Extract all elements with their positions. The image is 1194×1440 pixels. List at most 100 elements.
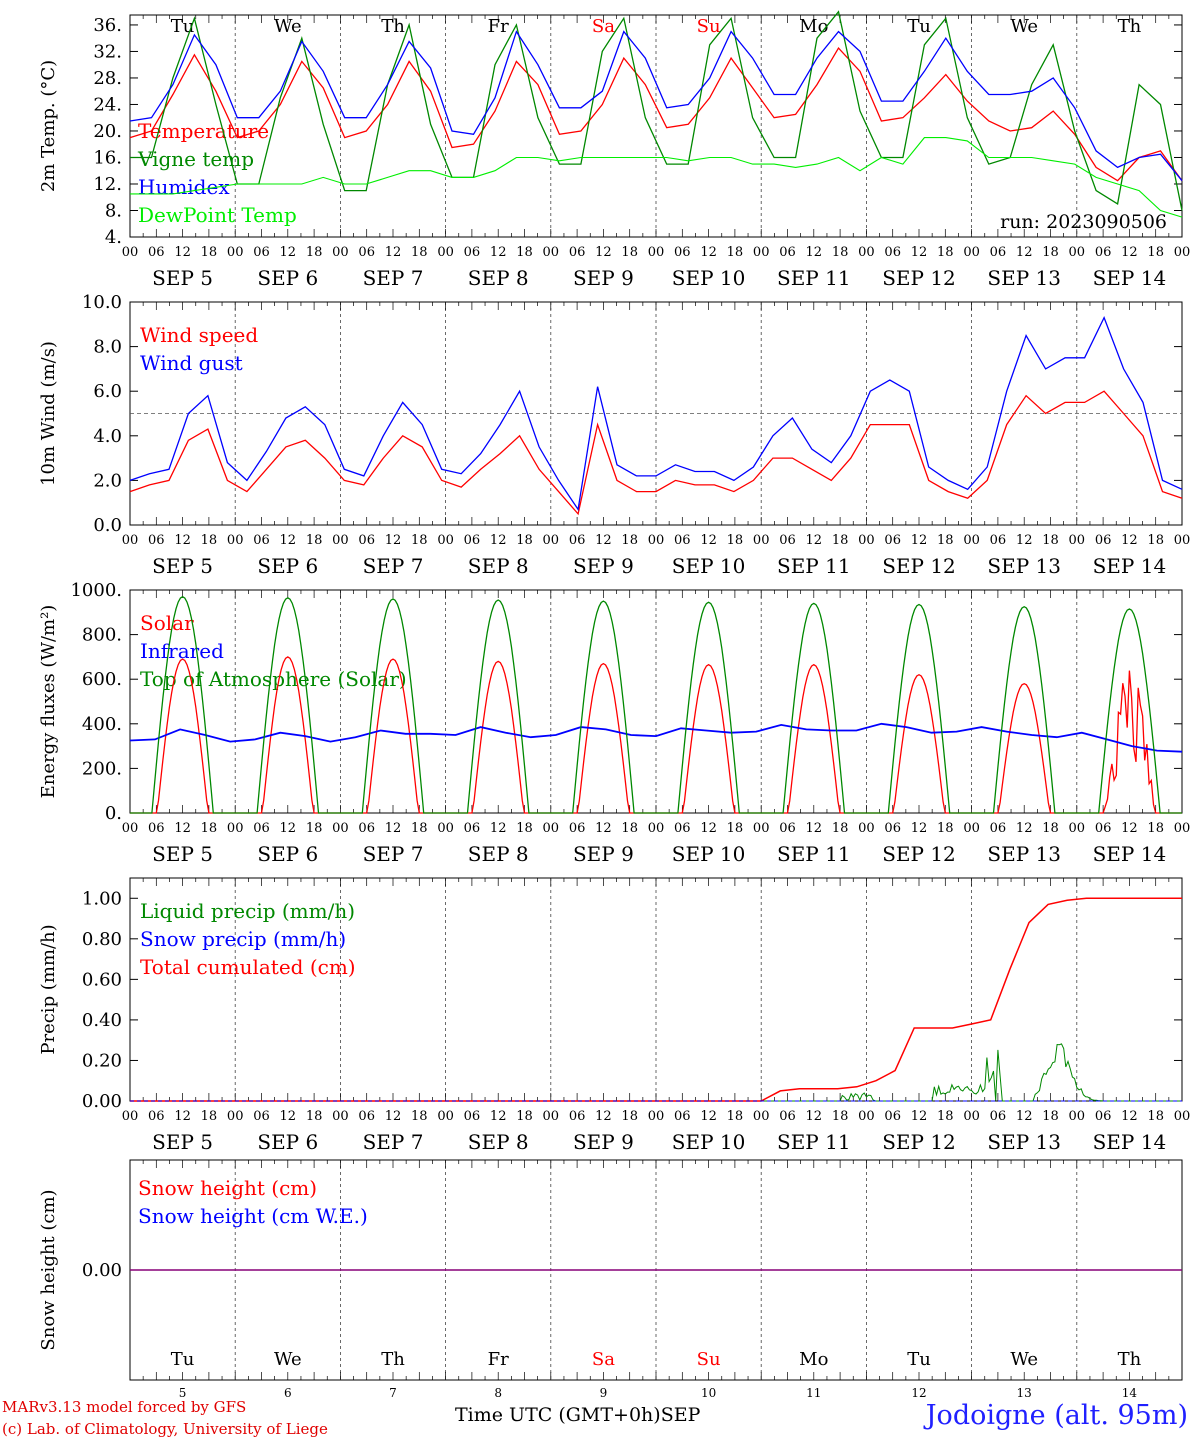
hour-label: 06: [674, 245, 691, 260]
legend-entry: Snow precip (mm/h): [140, 927, 346, 951]
y-tick-label: 800.: [82, 625, 122, 646]
hour-label: 18: [306, 821, 323, 836]
date-label: SEP 7: [363, 554, 424, 578]
hour-label: 06: [779, 533, 796, 548]
hour-label: 18: [727, 533, 744, 548]
hour-label: 00: [648, 1109, 665, 1124]
hour-label: 12: [280, 245, 297, 260]
temp-series-line: [129, 47, 1183, 182]
hour-label: 06: [779, 245, 796, 260]
date-label: SEP 13: [987, 266, 1061, 290]
hour-label: 12: [385, 1109, 402, 1124]
hour-label: 12: [700, 1109, 717, 1124]
hour-label: 12: [280, 1109, 297, 1124]
hour-label: 18: [411, 821, 428, 836]
weekday-label: Fr: [488, 1349, 509, 1370]
hour-label: 18: [411, 245, 428, 260]
hour-label: 06: [148, 533, 165, 548]
day-number: 11: [806, 1386, 821, 1400]
legend-entry: Vigne temp: [137, 147, 254, 171]
hour-label: 18: [201, 533, 218, 548]
hour-label: 00: [1069, 1109, 1086, 1124]
hour-label: 18: [411, 1109, 428, 1124]
time-axis-label: Time UTC (GMT+0h): [455, 1404, 661, 1426]
date-label: SEP 8: [468, 842, 529, 866]
weekday-label: Th: [381, 1349, 405, 1370]
flux-series-line: [129, 722, 1183, 753]
lab-credit: (c) Lab. of Climatology, University of L…: [2, 1420, 328, 1438]
hour-label: 00: [437, 533, 454, 548]
legend-entry: Solar: [140, 611, 194, 635]
hour-label: 18: [516, 1109, 533, 1124]
y-tick-label: 0.0: [93, 515, 122, 536]
day-number: 10: [701, 1386, 716, 1400]
hour-label: 00: [963, 1109, 980, 1124]
hour-label: 06: [569, 821, 586, 836]
y-tick-label: 4.0: [93, 426, 122, 447]
y-tick-label: 8.: [105, 200, 122, 221]
hour-label: 00: [648, 821, 665, 836]
weekday-label: We: [274, 1349, 302, 1370]
date-label: SEP 12: [882, 842, 956, 866]
date-label: SEP 7: [363, 1130, 424, 1154]
hour-label: 00: [1069, 245, 1086, 260]
hour-label: 00: [122, 245, 139, 260]
hour-label: 00: [858, 245, 875, 260]
legend-entry: Wind gust: [140, 351, 243, 375]
hour-label: 06: [464, 1109, 481, 1124]
legend-entry: Top of Atmosphere (Solar): [140, 667, 407, 691]
hour-label: 00: [753, 245, 770, 260]
hour-label: 06: [884, 245, 901, 260]
hour-label: 18: [937, 533, 954, 548]
hour-label: 00: [648, 533, 665, 548]
hour-label: 18: [727, 821, 744, 836]
hour-label: 12: [595, 1109, 612, 1124]
hour-label: 18: [832, 821, 849, 836]
y-tick-label: 200.: [82, 758, 122, 779]
hour-label: 06: [884, 1109, 901, 1124]
hour-label: 12: [1121, 1109, 1138, 1124]
hour-label: 18: [937, 245, 954, 260]
hour-label: 12: [911, 533, 928, 548]
hour-label: 12: [806, 821, 823, 836]
hour-label: 18: [1147, 1109, 1164, 1124]
weekday-label: Fr: [488, 16, 509, 37]
y-tick-label: 1000.: [70, 580, 122, 601]
hour-label: 18: [937, 1109, 954, 1124]
date-label: SEP 9: [573, 266, 634, 290]
y-axis-title: Precip (mm/h): [38, 924, 59, 1054]
y-tick-label: 24.: [93, 94, 122, 115]
hour-label: 00: [332, 245, 349, 260]
hour-label: 18: [306, 533, 323, 548]
hour-label: 18: [832, 533, 849, 548]
hour-label: 06: [569, 245, 586, 260]
hour-label: 00: [963, 533, 980, 548]
hour-label: 06: [674, 1109, 691, 1124]
hour-label: 00: [858, 821, 875, 836]
hour-label: 00: [1069, 533, 1086, 548]
hour-label: 06: [148, 821, 165, 836]
hour-label: 18: [832, 245, 849, 260]
y-tick-label: 0.00: [82, 1091, 122, 1112]
date-label: SEP 14: [1093, 842, 1167, 866]
hour-label: 12: [280, 821, 297, 836]
date-label: SEP 11: [777, 842, 851, 866]
temp-series-line: [130, 10, 1183, 211]
y-tick-label: 600.: [82, 669, 122, 690]
date-label: SEP 9: [573, 842, 634, 866]
hour-label: 12: [385, 533, 402, 548]
y-tick-label: 0.: [105, 803, 122, 824]
station-name: Jodoigne (alt. 95m): [925, 1400, 1188, 1431]
weekday-label: Tu: [171, 16, 195, 37]
date-label: SEP 14: [1093, 554, 1167, 578]
hour-label: 06: [1095, 1109, 1112, 1124]
hour-label: 00: [858, 1109, 875, 1124]
hour-label: 18: [306, 245, 323, 260]
date-label: SEP 7: [363, 842, 424, 866]
hour-label: 12: [490, 821, 507, 836]
hour-label: 06: [358, 821, 375, 836]
weekday-label: Th: [1118, 16, 1142, 37]
weekday-label: Th: [1118, 1349, 1142, 1370]
y-tick-label: 20.: [93, 121, 122, 142]
hour-label: 12: [490, 245, 507, 260]
